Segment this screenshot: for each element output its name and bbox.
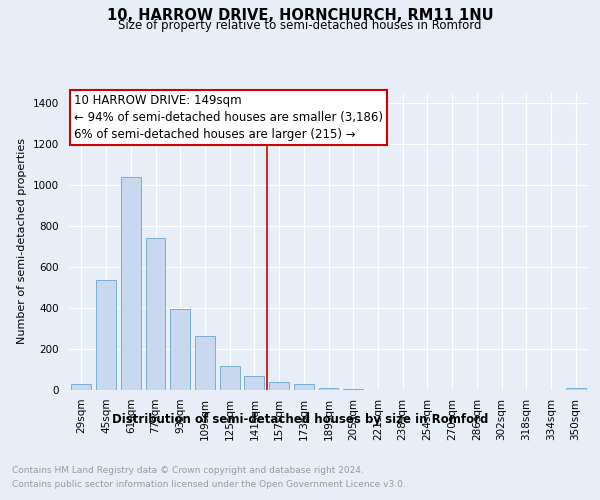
Bar bbox=[71, 384, 91, 390]
Text: Contains HM Land Registry data © Crown copyright and database right 2024.: Contains HM Land Registry data © Crown c… bbox=[12, 466, 364, 475]
Bar bbox=[294, 384, 314, 390]
Bar bbox=[195, 336, 215, 390]
Bar bbox=[121, 176, 140, 390]
Text: 10 HARROW DRIVE: 149sqm
← 94% of semi-detached houses are smaller (3,186)
6% of : 10 HARROW DRIVE: 149sqm ← 94% of semi-de… bbox=[74, 94, 383, 141]
Bar bbox=[269, 382, 289, 390]
Y-axis label: Number of semi-detached properties: Number of semi-detached properties bbox=[17, 138, 28, 344]
Text: Contains public sector information licensed under the Open Government Licence v3: Contains public sector information licen… bbox=[12, 480, 406, 489]
Bar bbox=[343, 389, 363, 390]
Bar bbox=[319, 388, 338, 390]
Bar bbox=[146, 238, 166, 390]
Bar bbox=[170, 309, 190, 390]
Bar bbox=[96, 280, 116, 390]
Text: Distribution of semi-detached houses by size in Romford: Distribution of semi-detached houses by … bbox=[112, 412, 488, 426]
Text: 10, HARROW DRIVE, HORNCHURCH, RM11 1NU: 10, HARROW DRIVE, HORNCHURCH, RM11 1NU bbox=[107, 8, 493, 22]
Bar bbox=[220, 366, 239, 390]
Text: Size of property relative to semi-detached houses in Romford: Size of property relative to semi-detach… bbox=[118, 19, 482, 32]
Bar bbox=[566, 388, 586, 390]
Bar bbox=[244, 376, 264, 390]
